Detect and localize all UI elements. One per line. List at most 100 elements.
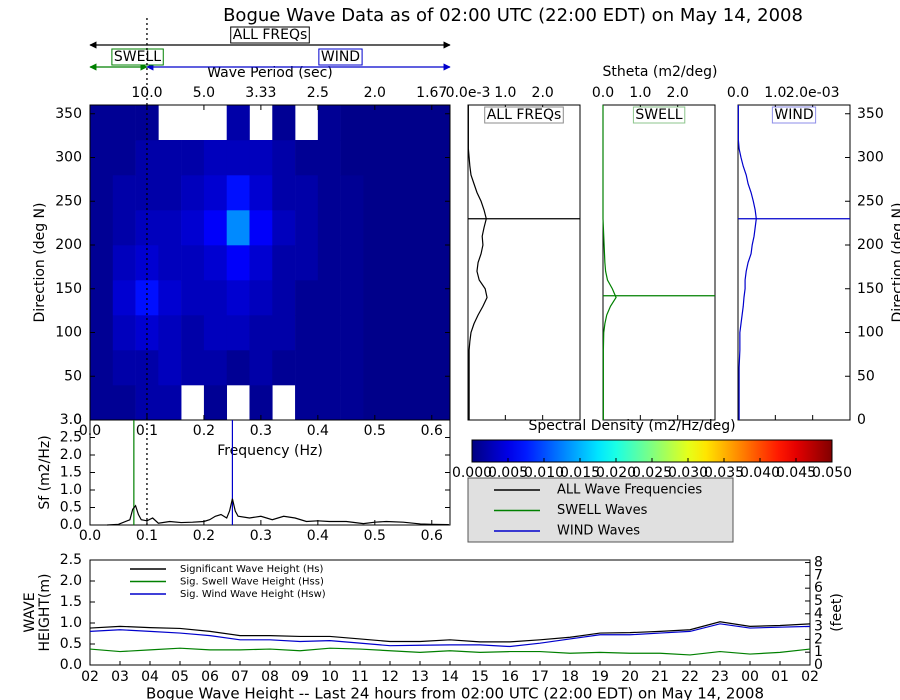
heatmap-cell	[386, 315, 410, 351]
y-tick-label: 100	[857, 325, 884, 341]
profile-line	[737, 105, 757, 420]
panel-title: ALL FREQs	[487, 107, 562, 123]
y2-tick-label: 6	[814, 580, 823, 596]
heatmap-cell	[340, 350, 364, 386]
annotation-box	[230, 26, 310, 44]
x-axis-label: Frequency (Hz)	[217, 443, 323, 459]
x-tick-label: 0.0	[79, 528, 101, 544]
x-tick-label: 17	[531, 669, 549, 685]
heatmap-cell	[295, 245, 319, 281]
x-tick-label: 0.0e-3	[446, 85, 491, 101]
y-axis-label: Direction (deg N)	[32, 203, 48, 323]
heatmap-cell	[249, 315, 273, 351]
heatmap-cell	[249, 210, 273, 246]
y-tick-label: 0	[857, 412, 866, 428]
heatmap-cell	[181, 140, 205, 176]
x-tick-label: 19	[591, 669, 609, 685]
heatmap-cell	[340, 210, 364, 246]
heatmap-cell	[272, 245, 296, 281]
y-tick-label: 350	[55, 106, 82, 122]
axes-frame	[602, 104, 716, 421]
y-tick-label: 0.0	[60, 657, 82, 673]
heatmap-cell	[226, 280, 250, 316]
heatmap-cell	[408, 315, 433, 351]
x-tick-label: 2.0e-03	[786, 85, 840, 101]
y-tick-label: 200	[857, 237, 884, 253]
heatmap-cell	[431, 175, 450, 211]
y-tick-label: 300	[857, 150, 884, 166]
annotation-box	[318, 48, 363, 66]
axes-frame	[737, 104, 851, 421]
heatmap-cell	[203, 210, 228, 246]
y-tick-label: 0.0	[60, 517, 82, 533]
x-tick-label: 1.0	[494, 85, 516, 101]
heatmap-cell	[158, 140, 182, 176]
x-tick-label: 13	[411, 669, 429, 685]
x-tick-label: 16	[501, 669, 519, 685]
annotation-swell: SWELL	[114, 49, 161, 65]
heatmap-cell	[317, 210, 341, 246]
heatmap-cells	[90, 105, 450, 420]
heatmap-cell	[386, 280, 410, 316]
colorbar-tick-label: 0.025	[632, 465, 672, 481]
x-tick-label: 08	[261, 669, 279, 685]
heatmap-cell	[317, 140, 341, 176]
y-axis-label: Direction (deg N)	[890, 203, 900, 323]
heatmap-cell	[408, 210, 433, 246]
colorbar-tick-label: 0.005	[488, 465, 528, 481]
heatmap-cell	[340, 315, 364, 351]
profile-line	[467, 105, 488, 420]
heatmap-cell	[203, 280, 228, 316]
heatmap-cell	[272, 210, 296, 246]
y-tick-label: 250	[857, 193, 884, 209]
heatmap-cell	[386, 175, 410, 211]
y-tick-label: 50	[857, 368, 875, 384]
heatmap-cell	[408, 280, 433, 316]
legend-label: SWELL Waves	[557, 503, 648, 518]
x-tick-label: 02	[81, 669, 99, 685]
heatmap-cell	[408, 105, 433, 141]
x-tick-label: 04	[141, 669, 159, 685]
x-tick-label: 14	[441, 669, 459, 685]
y-axis-label: Sf (m2/Hz)	[37, 435, 53, 509]
y-tick-label: 300	[55, 150, 82, 166]
x-tick-label: 03	[111, 669, 129, 685]
heatmap-cell	[181, 350, 205, 386]
heatmap-cell	[90, 385, 114, 420]
heatmap-cell	[272, 350, 296, 386]
x-tick-label: 0.0	[727, 85, 749, 101]
heatmap-cell	[249, 280, 273, 316]
heatmap-cell	[295, 315, 319, 351]
y-axis-label: WAVE	[22, 592, 38, 632]
heatmap-cell	[408, 350, 433, 386]
x-tick-label: 15	[471, 669, 489, 685]
y-tick-label: 2.5	[60, 552, 82, 568]
y-tick-label: 50	[64, 368, 82, 384]
heatmap-cell	[317, 385, 341, 420]
x-tick-label: 2.0	[667, 85, 689, 101]
heatmap-cell	[408, 175, 433, 211]
heatmap-cell	[158, 385, 182, 420]
y-axis-label: HEIGHT(m)	[37, 574, 53, 652]
colorbar-tick-label: 0.050	[812, 465, 852, 481]
x-tick-label: 05	[171, 669, 189, 685]
heatmap-cell	[135, 280, 159, 316]
y-tick-label: 1.5	[60, 594, 82, 610]
height-line	[89, 621, 811, 643]
x-tick-label: 0.3	[250, 528, 272, 544]
heatmap-cell	[272, 280, 296, 316]
heatmap-cell	[112, 350, 136, 386]
heatmap-cell	[203, 315, 228, 351]
heatmap-cell	[317, 350, 341, 386]
y-tick-label: 2.5	[60, 430, 82, 446]
x-tick-label: 1.0	[629, 85, 651, 101]
y2-tick-label: 5	[814, 593, 823, 609]
heatmap-cell	[90, 350, 114, 386]
heatmap-cell	[226, 210, 250, 246]
heatmap-cell	[158, 210, 182, 246]
chart-title: Bogue Wave Height -- Last 24 hours from …	[146, 685, 764, 700]
heatmap-cell	[90, 280, 114, 316]
top-tick-label: 5.0	[193, 85, 215, 101]
x-tick-label: 0.1	[136, 423, 158, 439]
